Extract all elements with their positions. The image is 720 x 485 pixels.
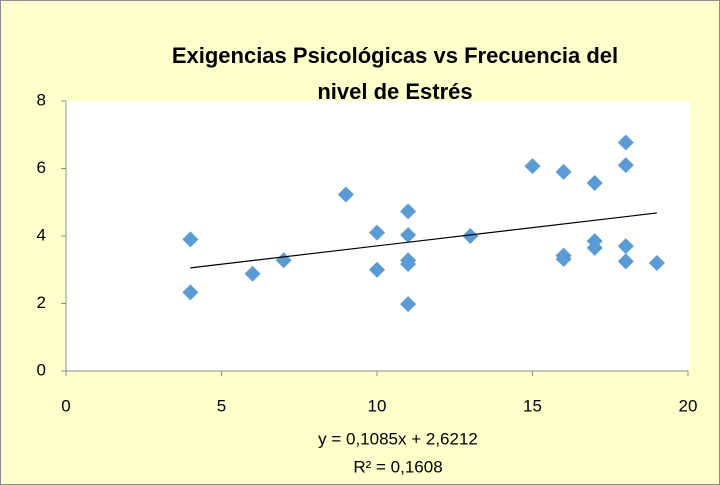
trendline	[190, 212, 657, 269]
scatter-point	[462, 228, 479, 244]
y-tick-label: 4	[37, 225, 46, 244]
scatter-point	[555, 163, 572, 180]
scatter-point	[369, 224, 385, 241]
x-tick-label: 10	[368, 396, 387, 415]
y-tick-label: 2	[37, 293, 46, 312]
scatter-point	[244, 265, 261, 282]
trendline-equation: y = 0,1085x + 2,6212	[318, 429, 478, 448]
x-tick-label: 20	[679, 396, 698, 415]
chart-title: Exigencias Psicológicas vs Frecuencia de…	[172, 43, 618, 68]
scatter-point	[369, 261, 385, 278]
chart-title: nivel de Estrés	[317, 79, 472, 104]
y-tick-label: 0	[37, 360, 46, 379]
scatter-point	[617, 157, 634, 174]
scatter-point	[182, 231, 199, 248]
x-tick-label: 0	[61, 396, 70, 415]
scatter-point	[555, 250, 572, 267]
scatter-point	[617, 134, 634, 151]
scatter-point	[337, 186, 354, 203]
scatter-point	[400, 226, 417, 243]
scatter-point	[400, 256, 417, 273]
scatter-point	[617, 238, 634, 255]
y-tick-label: 8	[37, 90, 46, 109]
scatter-point	[648, 255, 665, 271]
x-tick-label: 15	[523, 396, 542, 415]
trendline-r-squared: R² = 0,1608	[353, 457, 442, 476]
scatter-point	[586, 239, 603, 256]
scatter-point	[182, 284, 199, 301]
scatter-point	[400, 203, 417, 220]
scatter-point	[617, 253, 634, 270]
scatter-point	[275, 252, 292, 269]
x-tick-label: 5	[217, 396, 226, 415]
scatter-point	[400, 296, 417, 313]
scatter-point	[586, 175, 603, 192]
scatter-point	[524, 158, 541, 175]
y-tick-label: 6	[37, 158, 46, 177]
